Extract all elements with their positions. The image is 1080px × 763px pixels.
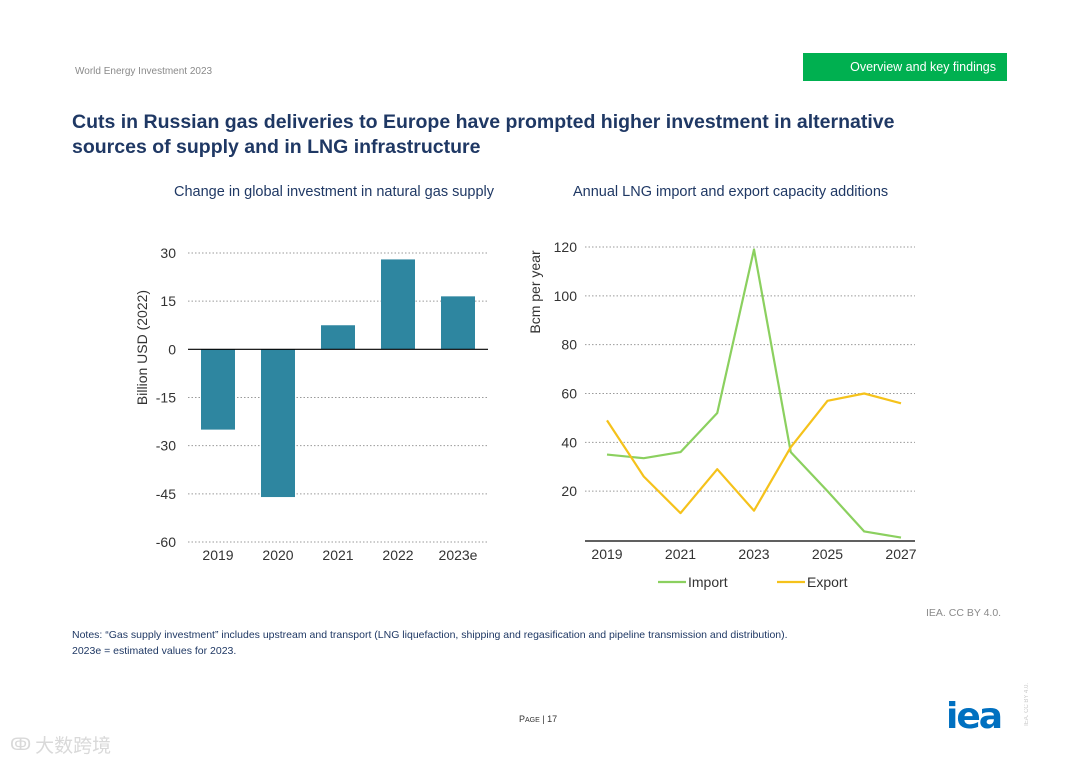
legend-label: Import (688, 574, 728, 590)
x-tick-label: 2021 (665, 546, 696, 562)
watermark: ↂ 大数跨境 (10, 731, 111, 758)
x-tick-label: 2023e (439, 547, 478, 563)
x-tick-label: 2023 (738, 546, 769, 562)
note-line: Notes: “Gas supply investment” includes … (72, 629, 788, 641)
page-value: 17 (547, 714, 558, 724)
y-axis-label: Billion USD (2022) (134, 290, 150, 405)
bar-chart: 30 15 0 -15 -30 -45 -60 2019 2020 2021 2022 2023e Bi… (134, 245, 488, 563)
bar (381, 259, 415, 350)
y-tick-label: 0 (168, 341, 176, 357)
bar (441, 296, 475, 350)
y-tick-label: -30 (156, 438, 176, 454)
x-tick-label: 2021 (322, 547, 353, 563)
y-tick-label: -45 (156, 486, 176, 502)
y-tick-label: 100 (554, 288, 578, 304)
bar (201, 349, 235, 430)
y-tick-label: 40 (561, 434, 577, 450)
bar-chart-title: Change in global investment in natural g… (174, 184, 495, 200)
y-tick-label: 30 (160, 245, 176, 261)
page-title: Cuts in Russian gas deliveries to Europe… (72, 111, 895, 158)
x-tick-label: 2019 (591, 546, 622, 562)
y-tick-label: -15 (156, 390, 176, 406)
line-chart: 120 100 80 60 40 20 2019 2021 2023 2025 2027 Bcm pe… (527, 239, 917, 590)
x-tick-label: 2022 (382, 547, 413, 563)
page-label: PAGE (519, 714, 540, 724)
page-separator: | (542, 714, 548, 724)
y-tick-label: 80 (561, 337, 577, 353)
watermark-text: 大数跨境 (35, 735, 112, 757)
y-tick-label: -60 (156, 534, 176, 550)
y-tick-label: 120 (554, 239, 578, 255)
watermark-logo-icon: ↂ (10, 734, 32, 755)
note-line: 2023e = estimated values for 2023. (72, 645, 237, 657)
x-tick-label: 2027 (885, 546, 916, 562)
chart-notes: Notes: “Gas supply investment” includes … (72, 627, 788, 659)
document-title: World Energy Investment 2023 (75, 66, 213, 77)
bar (261, 349, 295, 498)
y-tick-label: 15 (160, 293, 176, 309)
series-line-import (606, 248, 902, 539)
series-line-export (606, 392, 902, 515)
page-number: PAGE | 17 (519, 714, 557, 724)
x-tick-label: 2020 (262, 547, 293, 563)
side-license-text: IEA. CC BY 4.0. (1024, 683, 1030, 726)
source-credit: IEA. CC BY 4.0. (926, 607, 1002, 619)
x-tick-label: 2019 (202, 547, 233, 563)
x-tick-label: 2025 (812, 546, 843, 562)
y-axis-label: Bcm per year (527, 250, 543, 334)
iea-logo: iea (946, 696, 1003, 737)
bar (321, 325, 355, 350)
y-tick-label: 60 (561, 386, 577, 402)
section-badge[interactable]: Overview and key findings (803, 53, 1007, 81)
legend-label: Export (807, 574, 848, 590)
line-chart-title: Annual LNG import and export capacity ad… (573, 184, 889, 200)
y-tick-label: 20 (561, 483, 577, 499)
